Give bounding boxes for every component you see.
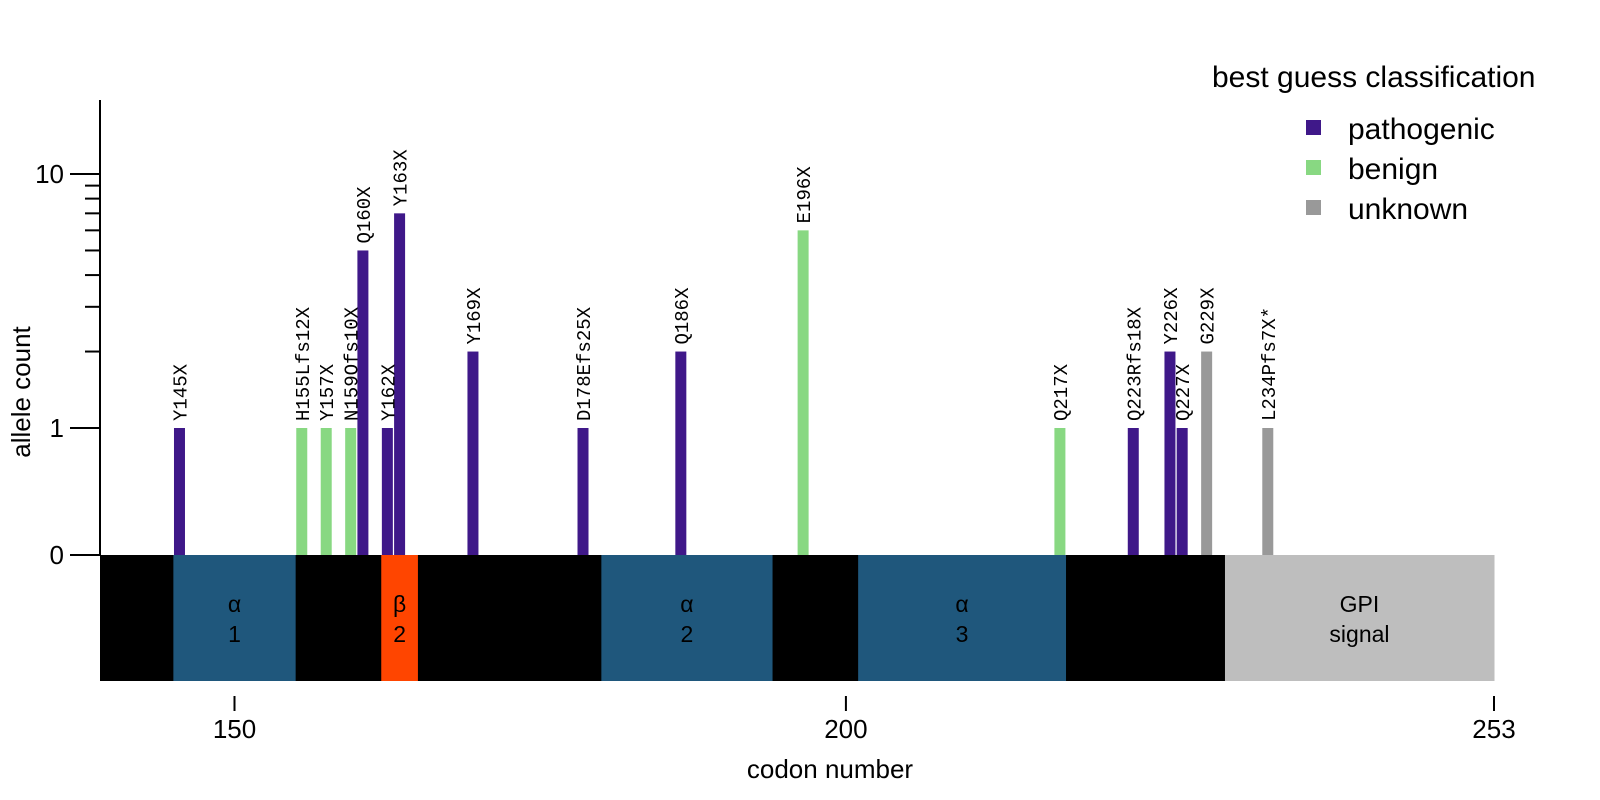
variant-label: Y157X: [317, 363, 339, 421]
legend-entry-label: unknown: [1348, 193, 1468, 226]
variant-bar: [357, 250, 369, 556]
variant-bar: [467, 351, 479, 555]
variant-label: Y145X: [170, 363, 192, 421]
variant-label: Q223Rfs18X: [1124, 306, 1146, 421]
variant-label: G229X: [1198, 287, 1220, 345]
x-tick-label: 150: [213, 714, 256, 744]
legend-swatch: [1306, 160, 1321, 175]
domain-label: GPI: [1340, 591, 1380, 617]
domain-label: signal: [1329, 621, 1389, 647]
variant-bar: [797, 230, 809, 555]
domain-label: 3: [956, 621, 969, 647]
variant-bar: [675, 351, 687, 555]
variant-label: Y163X: [391, 149, 413, 207]
y-tick-label: 0: [50, 540, 64, 570]
variant-label: H155Lfs12X: [293, 306, 315, 421]
x-tick-label: 253: [1472, 714, 1515, 744]
domain-block: [601, 555, 774, 681]
variant-label: L234Pfs7X*: [1259, 307, 1281, 421]
variant-bar: [1164, 351, 1176, 555]
protein-domain-track: α 1 β 2 α 2 α 3 GPI signal: [100, 555, 1495, 681]
variant-bar: [345, 428, 357, 555]
variant-bar: [296, 428, 308, 555]
variant-label: D178Efs25X: [574, 306, 596, 421]
domain-label: 2: [681, 621, 694, 647]
variant-labels: Y145X H155Lfs12X Y157X N159Ofs10X Q160X Y162X…: [170, 149, 1280, 421]
domain-block: [417, 555, 602, 681]
y-axis: 0 1 10: [35, 100, 101, 570]
variant-bar: [1127, 428, 1139, 555]
variant-bar: [1176, 428, 1188, 555]
y-tick-label: 1: [50, 413, 64, 443]
domain-block: [381, 555, 419, 681]
x-tick-label: 200: [824, 714, 867, 744]
variant-bar: [1262, 428, 1274, 555]
variant-bar: [1054, 428, 1066, 555]
domain-block: [100, 555, 174, 681]
variant-bar: [173, 428, 185, 555]
legend-swatch: [1306, 120, 1321, 135]
variant-label: N159Ofs10X: [342, 306, 364, 421]
domain-label: β: [393, 591, 406, 617]
legend-swatch: [1306, 200, 1321, 215]
x-axis-label: codon number: [747, 754, 914, 784]
y-tick-label: 10: [35, 159, 64, 189]
domain-block: [295, 555, 382, 681]
variant-label: Y162X: [378, 363, 400, 421]
variant-bar: [394, 213, 406, 555]
variant-bar: [320, 428, 332, 555]
domain-block: [173, 555, 297, 681]
legend-entry-label: benign: [1348, 153, 1438, 186]
domain-block: [1066, 555, 1226, 681]
variant-bars: [173, 213, 1274, 556]
domain-label: 2: [393, 621, 406, 647]
variant-label: Q186X: [672, 287, 694, 345]
variant-label: Q160X: [354, 186, 376, 244]
legend-title: best guess classification: [1212, 61, 1536, 94]
variant-bar: [381, 428, 393, 555]
domain-block: [772, 555, 859, 681]
variant-label: Q227X: [1173, 363, 1195, 421]
y-axis-label: allele count: [6, 325, 36, 457]
domain-block: [1224, 555, 1495, 681]
domain-label: α: [680, 591, 693, 617]
variant-label: E196X: [794, 166, 816, 224]
domain-block: [858, 555, 1067, 681]
domain-label: 1: [228, 621, 241, 647]
variant-bar: [577, 428, 589, 555]
variant-label: Y169X: [464, 287, 486, 345]
legend-entry-label: pathogenic: [1348, 113, 1495, 146]
domain-label: α: [955, 591, 968, 617]
variant-label: Y226X: [1161, 287, 1183, 345]
x-axis: 150 200 253: [213, 696, 1516, 744]
domain-label: α: [228, 591, 241, 617]
variant-bar: [1201, 351, 1213, 555]
legend: best guess classification pathogenic beni…: [1212, 61, 1536, 226]
variant-label: Q217X: [1051, 363, 1073, 421]
